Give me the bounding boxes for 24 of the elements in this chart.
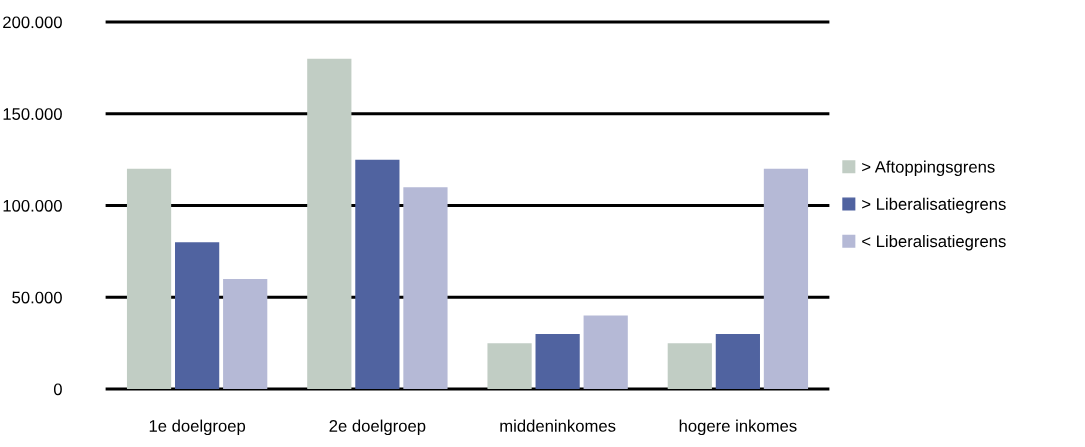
y-tick-label: 0 [53,383,62,396]
x-tick-label: hogere inkomes [679,419,797,436]
legend-label: > Aftoppingsgrens [862,160,995,177]
x-tick-label: 1e doelgroep [149,419,246,436]
x-tick-label: middeninkomes [500,419,616,432]
bar [355,159,400,389]
bar [667,343,712,389]
bar [535,333,580,389]
bar [763,168,809,389]
y-tick-label: 50.000 [12,291,62,304]
bar [175,242,220,389]
bar [403,187,448,389]
y-tick-label: 200.000 [3,16,62,29]
bar [487,343,532,389]
y-tick-label: 100.000 [3,199,62,212]
bar [715,333,760,389]
y-tick-label: 150.000 [3,108,62,120]
x-tick-label: 2e doelgroep [329,419,426,436]
legend-label: < Liberalisatiegrens [862,234,1006,251]
legend-label: > Liberalisatiegrens [862,197,1006,214]
bar [307,58,352,389]
bar [223,278,268,389]
bar [126,168,172,389]
bar [583,315,628,389]
